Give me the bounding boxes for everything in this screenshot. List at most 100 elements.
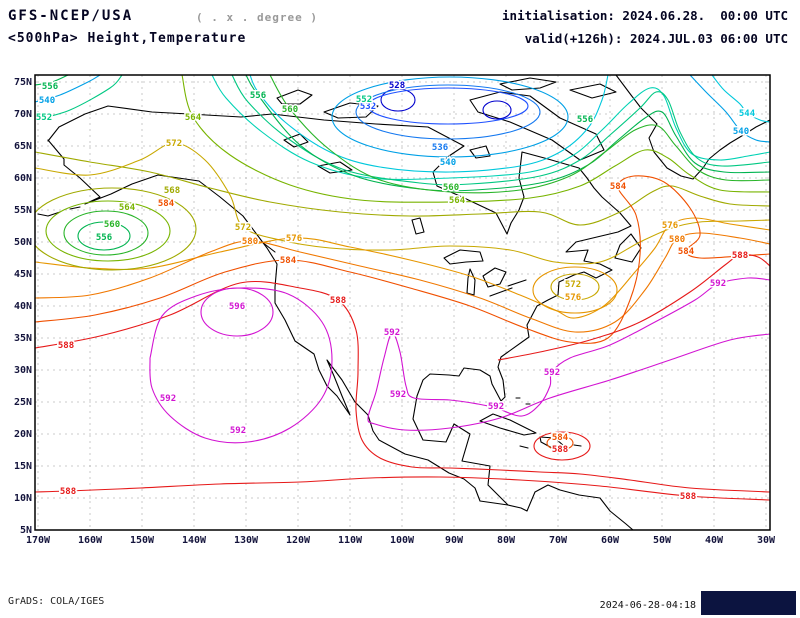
grid-lines <box>35 75 770 530</box>
contour-value-label: 572 <box>166 139 182 149</box>
contour-value-label: 584 <box>280 256 297 266</box>
lat-tick-label: 65N <box>14 141 32 152</box>
lon-tick-label: 150W <box>130 535 155 546</box>
field-title: <500hPa> Height,Temperature <box>8 31 247 46</box>
contour-value-label: 596 <box>229 302 245 312</box>
contour-value-label: 556 <box>577 115 593 125</box>
contour-value-label: 572 <box>235 223 251 233</box>
grads-credit: GrADS: COLA/IGES <box>8 596 105 607</box>
contour-labels: 556 540 552 528 532 536 540 560 564 556 552 560 564 5… <box>34 80 757 504</box>
contour-line-556 <box>35 75 69 86</box>
contour-value-label: 588 <box>552 445 568 455</box>
contour-ring-528 <box>482 100 512 120</box>
contour-line-588 <box>35 280 770 493</box>
lon-tick-label: 50W <box>653 535 672 546</box>
contour-line-588 <box>35 476 770 501</box>
lon-tick-label: 140W <box>182 535 207 546</box>
contour-value-label: 592 <box>384 328 400 338</box>
contour-ring-560 <box>63 210 149 256</box>
contour-value-label: 560 <box>443 183 459 193</box>
contour-value-label: 580 <box>242 237 258 247</box>
contour-line-568 <box>35 151 770 226</box>
valid-time: valid(+126h): 2024.JUL.03 06:00 UTC <box>524 31 788 46</box>
contour-ring-572 <box>550 273 600 301</box>
contour-value-label: 584 <box>552 433 569 443</box>
logo-box <box>701 591 796 615</box>
contour-value-label: 588 <box>732 251 748 261</box>
contour-ring-588 <box>533 431 591 461</box>
coast-newfoundland <box>614 233 642 263</box>
contour-line-548 <box>211 75 770 180</box>
contour-value-label: 588 <box>60 487 76 497</box>
contour-value-label: 536 <box>432 143 448 153</box>
contour-value-label: 552 <box>36 113 52 123</box>
contour-value-label: 572 <box>565 280 581 290</box>
contour-value-label: 592 <box>390 390 406 400</box>
contour-line-540 <box>689 75 770 143</box>
contour-value-label: 592 <box>544 368 560 378</box>
lat-tick-label: 50N <box>14 237 32 248</box>
lat-tick-label: 25N <box>14 397 32 408</box>
lat-tick-label: 35N <box>14 333 32 344</box>
lon-tick-label: 130W <box>234 535 259 546</box>
contour-value-label: 560 <box>282 105 298 115</box>
contour-value-label: 588 <box>330 296 346 306</box>
lon-tick-label: 80W <box>497 535 516 546</box>
lon-tick-label: 90W <box>445 535 464 546</box>
axis-labels: 75N 70N 65N 60N 55N 50N 45N 40N 35N 30N 25N 20N 15N 1… <box>14 77 776 546</box>
contour-ring-540 <box>331 76 569 158</box>
coast-north-america-west <box>47 139 634 530</box>
contour-value-label: 576 <box>662 221 678 231</box>
contour-value-label: 584 <box>678 247 695 257</box>
contour-line-564 <box>181 75 770 203</box>
contour-value-label: 540 <box>440 158 456 168</box>
contour-value-label: 532 <box>360 102 376 112</box>
contour-value-label: 576 <box>286 234 302 244</box>
contour-value-label: 592 <box>710 279 726 289</box>
lat-tick-label: 40N <box>14 301 32 312</box>
contour-ring-576 <box>532 266 618 314</box>
contour-value-label: 556 <box>250 91 266 101</box>
lat-tick-label: 75N <box>14 77 32 88</box>
contour-value-label: 580 <box>669 235 685 245</box>
lon-tick-label: 170W <box>26 535 51 546</box>
contour-ring-564 <box>45 200 171 262</box>
resolution-note: ( . x . degree ) <box>196 11 318 24</box>
lon-tick-label: 100W <box>390 535 415 546</box>
model-title: GFS-NCEP/USA <box>8 8 134 24</box>
coast-north-america-east <box>47 105 632 506</box>
lat-tick-label: 45N <box>14 269 32 280</box>
lat-tick-label: 5N <box>20 525 32 536</box>
lat-tick-label: 15N <box>14 461 32 472</box>
contour-line-560 <box>269 75 770 194</box>
contour-ring-556 <box>77 221 131 251</box>
canada-lakes <box>283 133 425 235</box>
contour-line-592 <box>149 287 333 444</box>
contour-line-592 <box>367 277 770 431</box>
contour-line-580 <box>35 232 770 333</box>
contour-value-label: 576 <box>565 293 581 303</box>
contour-value-label: 588 <box>680 492 696 502</box>
contour-value-label: 592 <box>488 402 504 412</box>
lat-tick-label: 20N <box>14 429 32 440</box>
initialisation-time: initialisation: 2024.06.28. 00:00 UTC <box>502 8 788 23</box>
coastlines <box>37 75 770 530</box>
lon-tick-label: 120W <box>286 535 311 546</box>
contour-line-588 <box>497 253 770 361</box>
contour-ring-584 <box>546 435 574 451</box>
contour-ring-536 <box>355 84 541 140</box>
contour-line-576 <box>35 217 770 319</box>
contour-value-label: 552 <box>356 95 372 105</box>
pacific-islands <box>37 206 276 253</box>
lat-tick-label: 70N <box>14 109 32 120</box>
contour-ring-568 <box>35 187 197 271</box>
contour-value-label: 544 <box>739 109 756 119</box>
contour-ring-532 <box>367 87 529 125</box>
coast-greenland <box>615 75 770 180</box>
contour-value-label: 556 <box>42 82 58 92</box>
lat-tick-label: 10N <box>14 493 32 504</box>
map-frame <box>34 74 771 531</box>
lon-tick-label: 160W <box>78 535 103 546</box>
